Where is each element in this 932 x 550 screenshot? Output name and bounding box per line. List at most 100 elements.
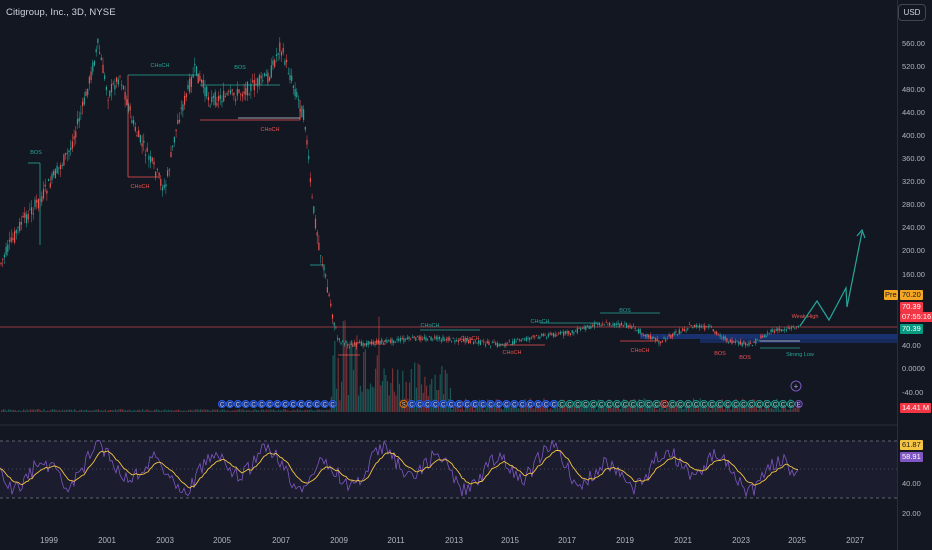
candle-body — [651, 336, 653, 340]
event-marker — [628, 399, 637, 408]
candle-body — [603, 324, 606, 326]
structure-label: CHoCH — [631, 348, 650, 354]
price-axis[interactable]: 560.00 520.00 480.00 440.00 400.00 360.00 320.… — [884, 0, 932, 550]
candle-body — [229, 90, 232, 94]
volume-bar — [596, 409, 598, 412]
volume-bar — [45, 410, 47, 412]
volume-bar — [165, 410, 168, 412]
candle-body — [721, 337, 723, 339]
volume-bar — [307, 409, 309, 412]
event-marker-label: C — [267, 403, 272, 409]
candle-body — [614, 323, 616, 326]
candle-body — [517, 338, 519, 340]
candle-body — [342, 340, 344, 342]
volume-bar — [237, 409, 239, 412]
candle-body — [416, 336, 419, 338]
volume-bar — [286, 410, 288, 412]
volume-bar — [366, 388, 368, 412]
candle-body — [275, 54, 277, 56]
candle-body — [411, 337, 413, 338]
candle-body — [546, 337, 548, 339]
volume-bar — [278, 409, 280, 412]
time-tick: 2025 — [788, 536, 806, 545]
volume-bar — [154, 409, 156, 412]
event-marker — [668, 399, 677, 408]
event-marker-label: C — [615, 403, 620, 409]
volume-bar — [189, 409, 191, 412]
candle-body — [588, 325, 590, 329]
candle-body — [590, 325, 592, 329]
candle-body — [447, 337, 449, 341]
volume-bar — [50, 409, 52, 412]
event-marker-label: C — [789, 403, 794, 409]
candle-body — [384, 339, 386, 342]
candle-body — [600, 324, 602, 326]
volume-bar — [777, 401, 780, 412]
candle-body — [277, 53, 279, 55]
volume-bar — [670, 405, 672, 412]
candle-body — [459, 338, 461, 341]
volume-bar — [456, 406, 458, 412]
candle-body — [42, 188, 45, 199]
candle-body — [422, 339, 424, 340]
candle-body — [763, 334, 765, 338]
volume-bar — [77, 410, 79, 412]
volume-bar — [677, 406, 679, 412]
candle-body — [326, 287, 328, 293]
volume-bar — [310, 409, 312, 412]
candle-body — [367, 340, 369, 345]
volume-bar — [791, 408, 793, 412]
candle-body — [308, 155, 310, 160]
volume-bar — [398, 383, 400, 412]
volume-bar — [356, 335, 358, 412]
event-marker-label: C — [702, 403, 707, 409]
volume-bar — [120, 409, 122, 412]
volume-bar — [454, 401, 457, 412]
candle-body — [180, 107, 182, 109]
candle-body — [660, 341, 662, 344]
candle-body — [751, 345, 753, 346]
volume-bar — [363, 352, 365, 412]
volume-bar — [514, 405, 516, 412]
volume-bar — [611, 408, 613, 412]
event-marker — [478, 399, 487, 408]
candle-body — [274, 59, 276, 67]
event-marker — [565, 399, 574, 408]
candle-body — [615, 323, 617, 325]
candle-body — [790, 327, 793, 329]
volume-bar — [424, 376, 426, 412]
candle-body — [207, 96, 209, 101]
volume-bar — [375, 368, 377, 412]
candle-body — [209, 105, 211, 107]
candle-body — [495, 342, 497, 345]
event-marker — [541, 399, 550, 408]
event-marker — [652, 399, 661, 408]
volume-bar — [373, 387, 375, 412]
volume-bar — [679, 404, 681, 412]
volume-bar — [675, 401, 678, 412]
volume-bar — [60, 410, 62, 412]
candle-body — [71, 141, 73, 149]
candle-body — [73, 136, 75, 140]
structure-label: CHoCH — [461, 336, 480, 342]
candle-body — [632, 325, 634, 327]
candle-body — [27, 213, 29, 220]
volume-bar — [696, 408, 698, 412]
symbol-title[interactable]: Citigroup, Inc., 3D, NYSE — [6, 7, 116, 18]
alert-marker[interactable] — [790, 380, 802, 392]
candlestick-series — [0, 37, 799, 350]
candle-body — [195, 66, 198, 76]
rsi-tick-40: 40.00 — [902, 479, 921, 488]
candle-body — [364, 343, 366, 346]
volume-bar — [198, 409, 200, 412]
candle-body — [746, 343, 748, 345]
projection-arrowhead — [856, 228, 866, 239]
event-marker — [747, 399, 756, 408]
candle-body — [461, 341, 463, 343]
candle-body — [547, 334, 549, 337]
candle-body — [619, 323, 621, 327]
currency-button[interactable]: USD — [898, 4, 926, 21]
